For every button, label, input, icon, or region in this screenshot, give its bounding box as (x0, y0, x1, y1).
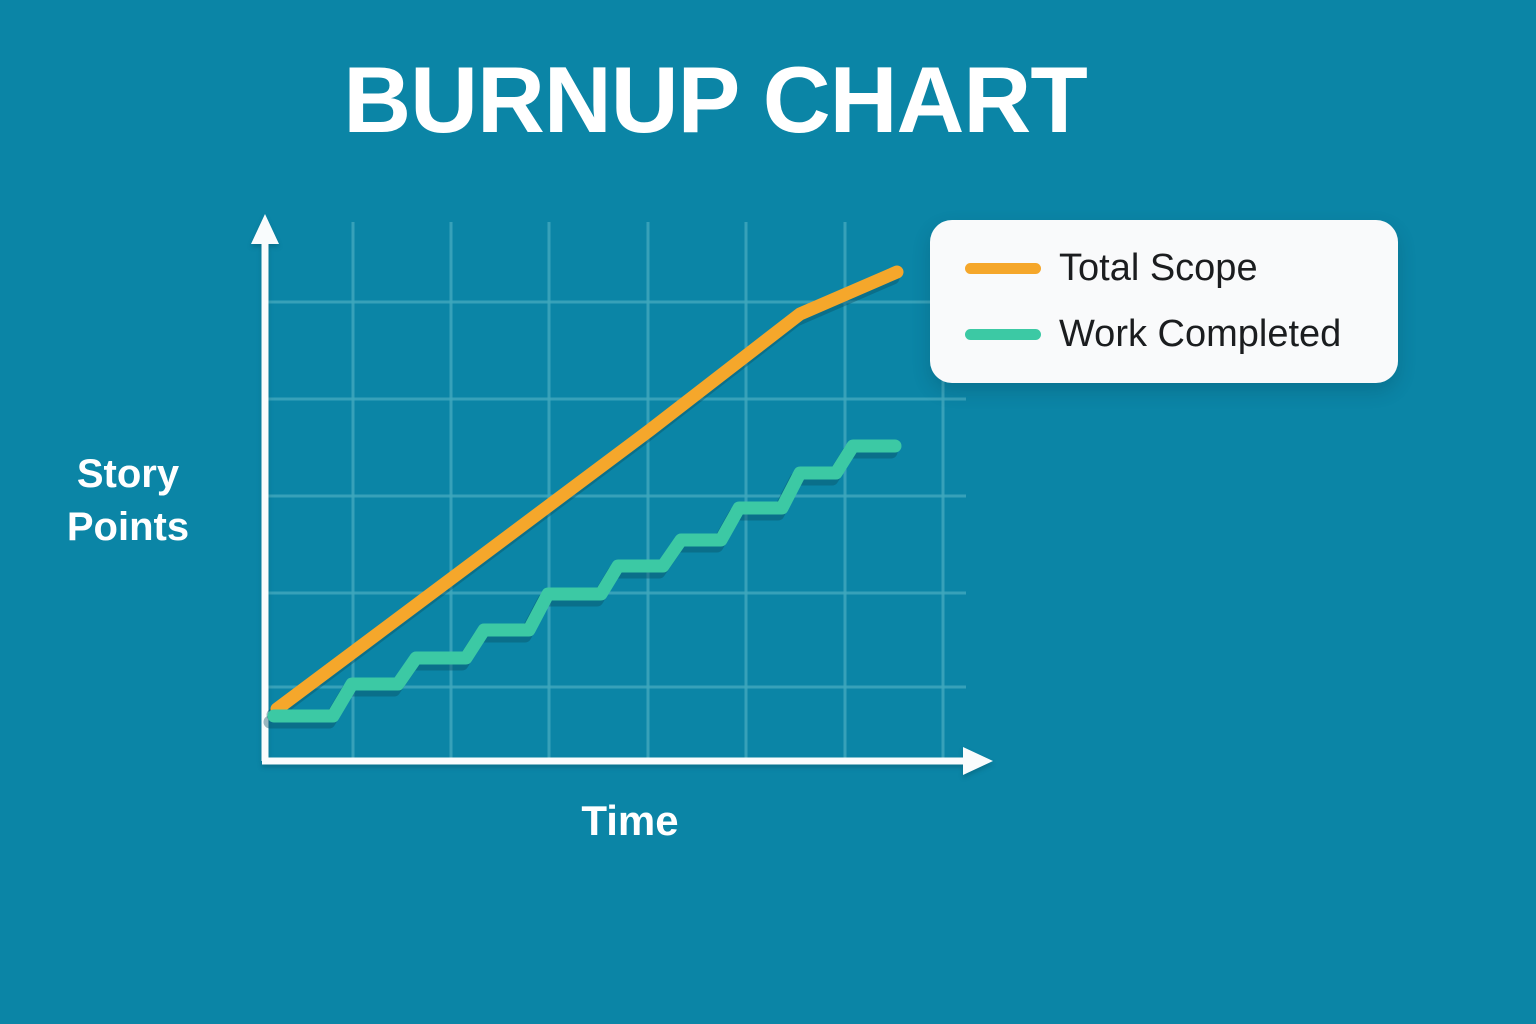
page-title: BURNUP CHART (343, 47, 1088, 152)
gridlines (268, 222, 966, 758)
total-scope-line (270, 265, 904, 716)
series-shadows (263, 271, 900, 729)
work-completed-line (267, 439, 902, 723)
x-axis-label: Time (581, 797, 679, 844)
legend-label-work-completed: Work Completed (1059, 313, 1342, 355)
y-axis-arrowhead (251, 214, 279, 244)
x-axis-arrowhead (963, 747, 993, 775)
legend-label-total-scope: Total Scope (1059, 247, 1258, 289)
total-scope-line-swatch (965, 263, 1041, 274)
axes (251, 214, 993, 775)
y-axis-label: Story Points (66, 452, 190, 549)
legend-item-total-scope: Total Scope (965, 241, 1398, 297)
legend: Total Scope Work Completed (930, 220, 1398, 383)
work-completed-line-swatch (965, 329, 1041, 340)
legend-item-work-completed: Work Completed (965, 307, 1398, 363)
